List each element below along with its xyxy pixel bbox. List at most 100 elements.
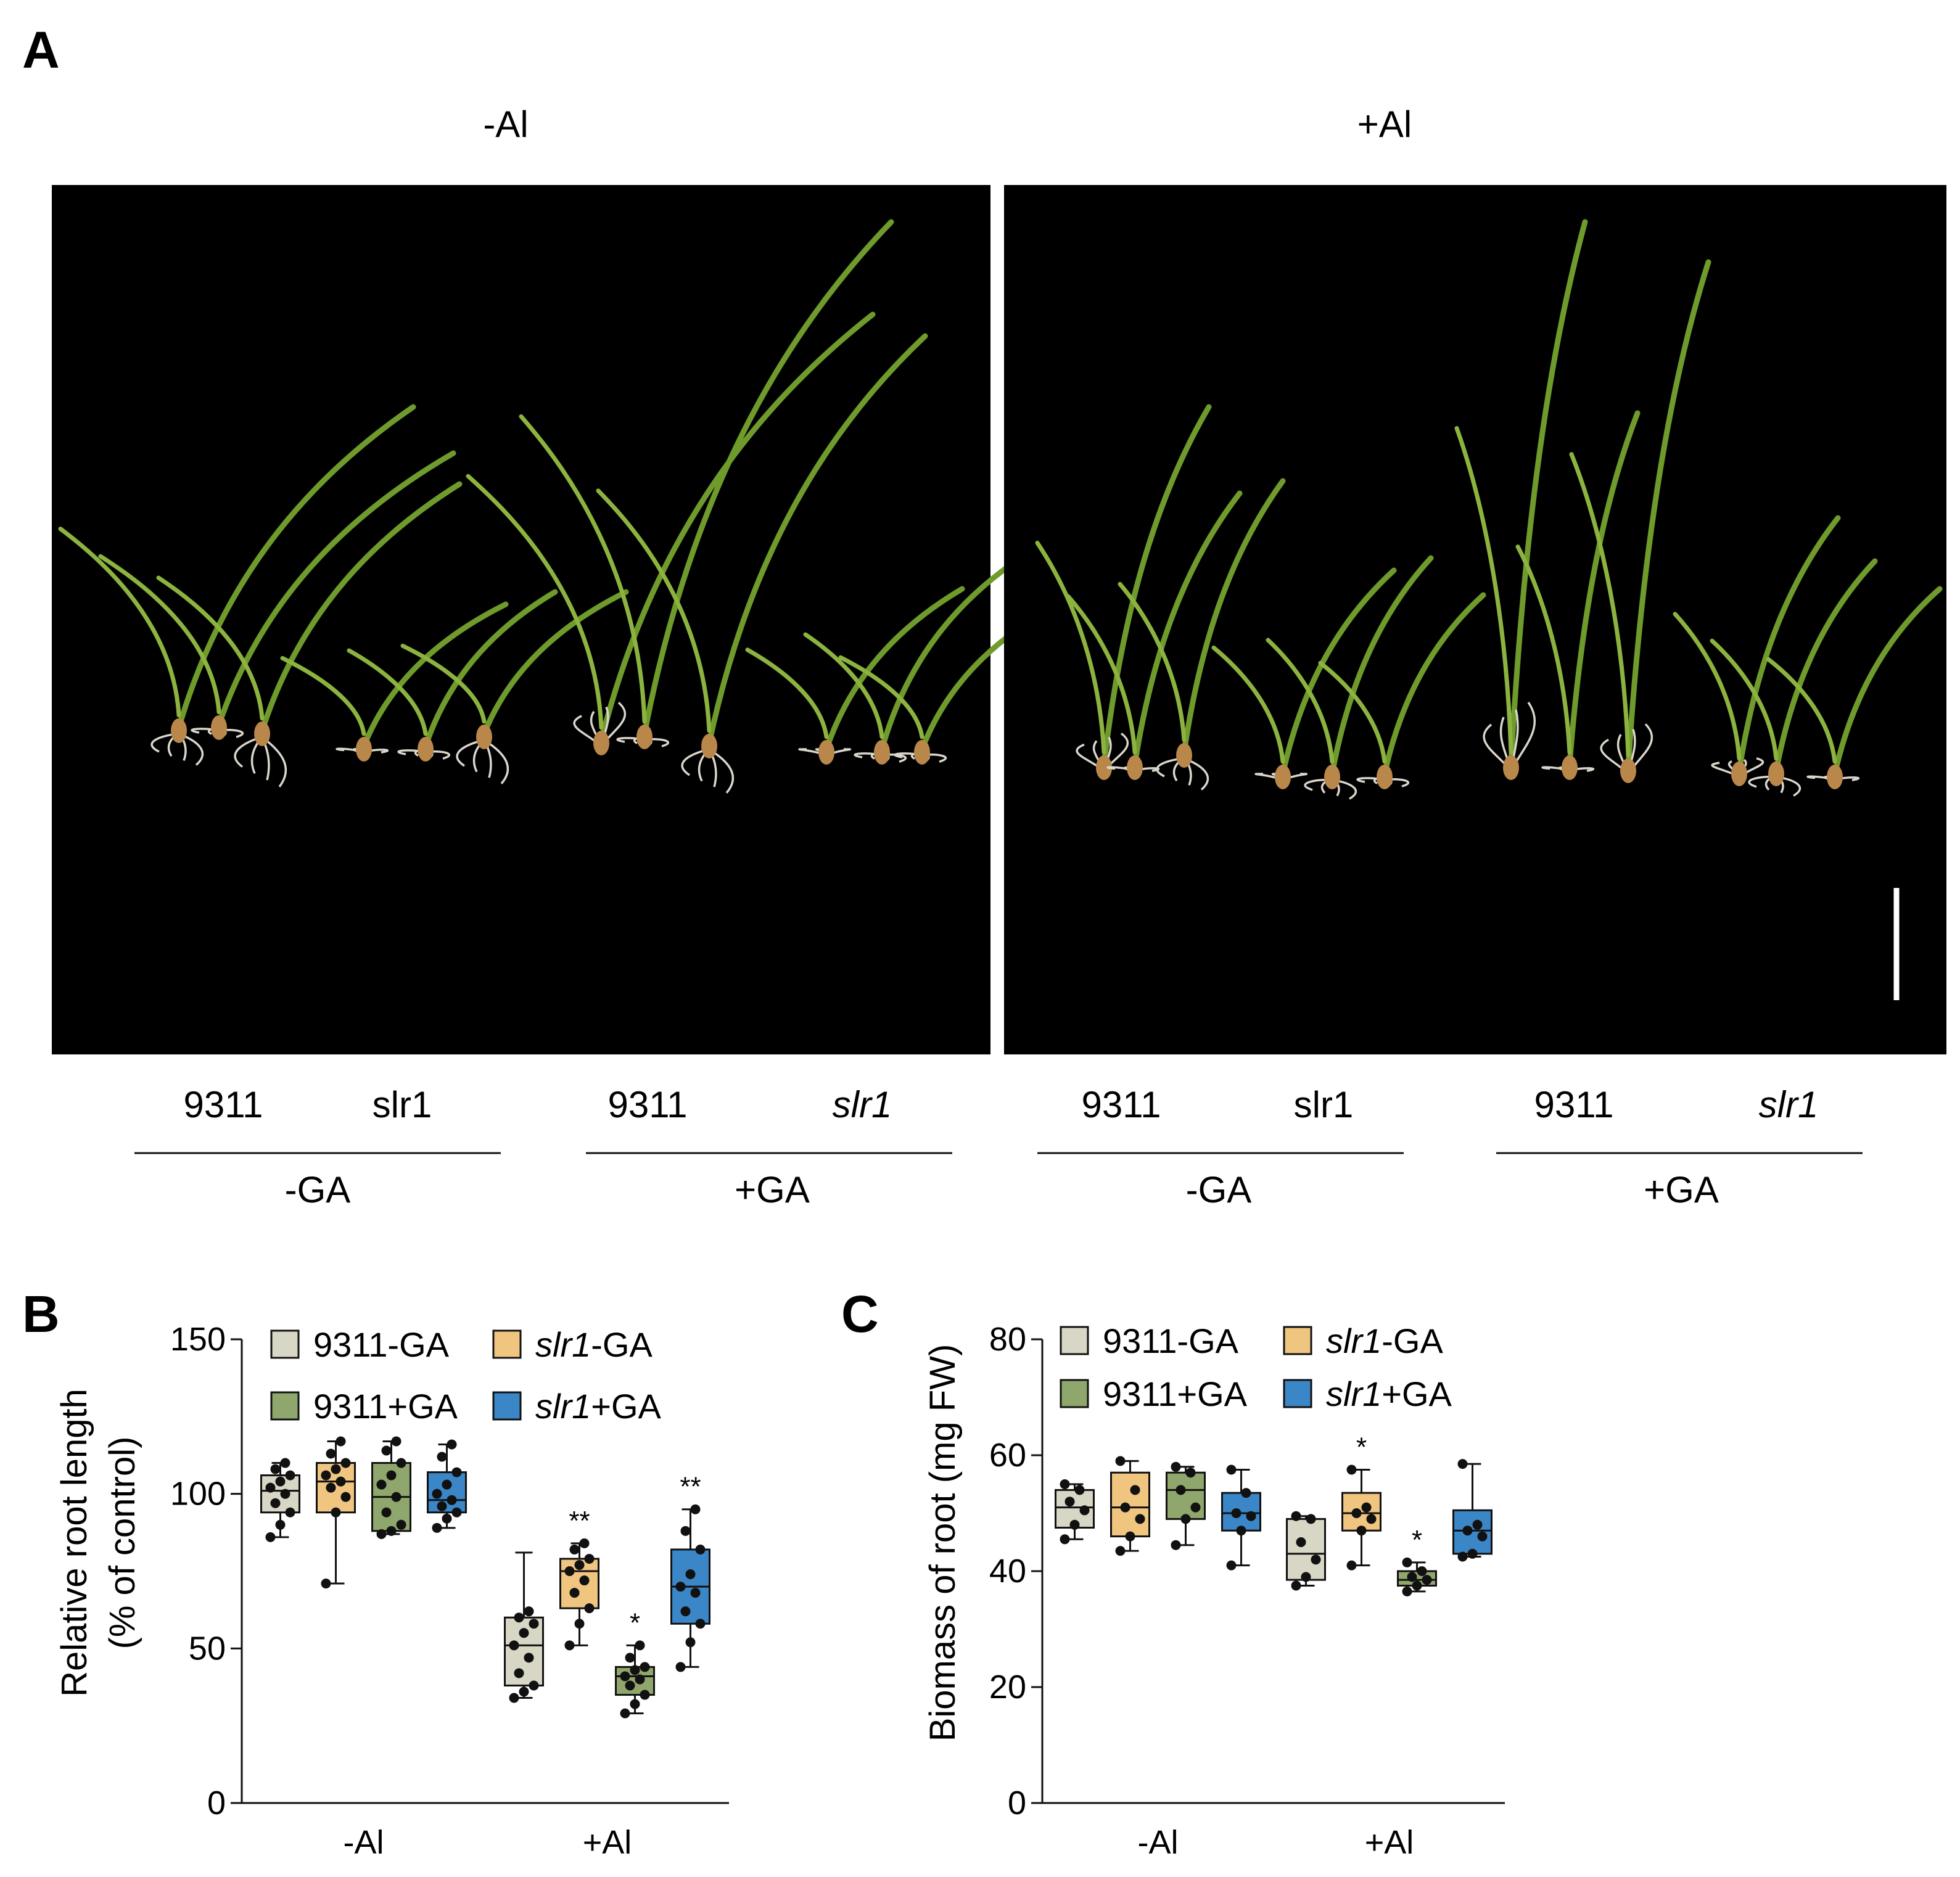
seed bbox=[1096, 755, 1112, 780]
data-point bbox=[1060, 1534, 1070, 1545]
y-tick-label: 150 bbox=[170, 1321, 226, 1358]
seedling bbox=[1673, 515, 1841, 786]
treatment-label: +GA bbox=[1644, 1169, 1719, 1210]
y-axis-title: Biomass of root (mg FW) bbox=[923, 1344, 963, 1742]
shoot bbox=[706, 333, 928, 746]
legend-swatch bbox=[270, 1329, 300, 1359]
data-point bbox=[584, 1603, 595, 1614]
data-point bbox=[336, 1476, 346, 1487]
data-point bbox=[1361, 1502, 1372, 1513]
data-point bbox=[620, 1708, 630, 1719]
seedling bbox=[803, 561, 1015, 765]
seed bbox=[1768, 762, 1784, 786]
x-tick-label: +Al bbox=[583, 1824, 632, 1861]
legend-label: 9311+GA bbox=[1103, 1374, 1248, 1413]
genotype-label: 9311 bbox=[607, 1084, 687, 1125]
seed bbox=[1731, 762, 1747, 786]
seedling bbox=[347, 589, 558, 762]
genotype-label: slr1 bbox=[1294, 1084, 1354, 1125]
y-tick-label: 100 bbox=[170, 1476, 226, 1513]
data-point bbox=[275, 1519, 286, 1530]
data-point bbox=[574, 1559, 585, 1570]
data-point bbox=[442, 1513, 452, 1524]
y-tick-label: 20 bbox=[989, 1669, 1026, 1706]
data-point bbox=[1064, 1497, 1075, 1507]
data-point bbox=[331, 1464, 341, 1474]
data-point bbox=[275, 1476, 286, 1487]
data-point bbox=[574, 1619, 585, 1629]
data-point bbox=[1115, 1456, 1126, 1466]
data-point bbox=[391, 1492, 401, 1502]
data-point bbox=[1079, 1505, 1090, 1516]
data-point bbox=[376, 1479, 387, 1490]
data-point bbox=[1231, 1508, 1241, 1518]
data-point bbox=[695, 1619, 706, 1629]
seedling bbox=[1766, 586, 1943, 789]
seedlings-right bbox=[1035, 219, 1943, 800]
y-axis-title-sub: (% of control) bbox=[102, 1437, 142, 1649]
photo-background-right bbox=[1004, 185, 1946, 1054]
significance-label: ** bbox=[680, 1472, 701, 1502]
data-point bbox=[1412, 1580, 1422, 1591]
data-point bbox=[690, 1504, 701, 1514]
shoot bbox=[176, 404, 416, 731]
treatment-label: -GA bbox=[285, 1169, 351, 1210]
data-point bbox=[1135, 1514, 1145, 1524]
data-point bbox=[1402, 1586, 1412, 1596]
data-point bbox=[1467, 1548, 1478, 1559]
seedling bbox=[1515, 410, 1641, 780]
genotype-label: slr1 bbox=[833, 1084, 892, 1125]
genotype-label: 9311 bbox=[1081, 1084, 1161, 1125]
data-point bbox=[432, 1522, 442, 1533]
seed bbox=[171, 718, 187, 743]
data-point bbox=[451, 1467, 462, 1477]
data-point bbox=[620, 1671, 630, 1682]
data-point bbox=[1366, 1514, 1377, 1524]
data-point bbox=[1171, 1461, 1181, 1472]
seed bbox=[418, 737, 434, 762]
box bbox=[504, 1616, 544, 1686]
data-point bbox=[635, 1674, 645, 1685]
data-point bbox=[685, 1637, 696, 1648]
legend-swatch bbox=[492, 1329, 522, 1359]
shoot bbox=[1329, 555, 1434, 777]
data-point bbox=[625, 1653, 635, 1663]
leaf bbox=[58, 527, 181, 718]
shoot bbox=[1381, 592, 1486, 777]
data-point bbox=[270, 1498, 281, 1508]
data-point bbox=[447, 1439, 457, 1450]
seedling bbox=[1211, 567, 1397, 789]
seed bbox=[636, 725, 653, 749]
data-point bbox=[1180, 1514, 1191, 1524]
data-point bbox=[1402, 1557, 1412, 1567]
data-point bbox=[514, 1612, 524, 1623]
data-point bbox=[695, 1544, 706, 1555]
legend-swatch bbox=[492, 1391, 522, 1421]
leaf bbox=[1766, 657, 1837, 764]
data-point bbox=[640, 1662, 650, 1672]
shoot bbox=[1736, 515, 1841, 774]
data-point bbox=[321, 1470, 331, 1481]
data-point bbox=[675, 1662, 686, 1672]
panel-b: B Relative root length (% of control) 0 5… bbox=[22, 1285, 729, 1861]
data-point bbox=[564, 1640, 575, 1651]
seed bbox=[1275, 765, 1291, 789]
data-point bbox=[1296, 1537, 1306, 1547]
data-point bbox=[280, 1489, 290, 1499]
leaf bbox=[466, 474, 604, 730]
legend-label: slr1+GA bbox=[1326, 1374, 1452, 1413]
data-point bbox=[1356, 1526, 1367, 1536]
data-point bbox=[1171, 1540, 1181, 1550]
data-point bbox=[1125, 1531, 1135, 1542]
data-point bbox=[331, 1507, 341, 1518]
data-point bbox=[1185, 1468, 1196, 1478]
data-point bbox=[1407, 1572, 1417, 1582]
box bbox=[1286, 1518, 1326, 1581]
panel-letter-a: A bbox=[22, 21, 60, 79]
seedling bbox=[1318, 592, 1486, 789]
seed bbox=[1324, 765, 1340, 789]
data-point bbox=[1291, 1580, 1301, 1591]
data-point bbox=[524, 1653, 534, 1663]
data-point bbox=[640, 1690, 650, 1700]
data-point bbox=[1301, 1572, 1311, 1582]
